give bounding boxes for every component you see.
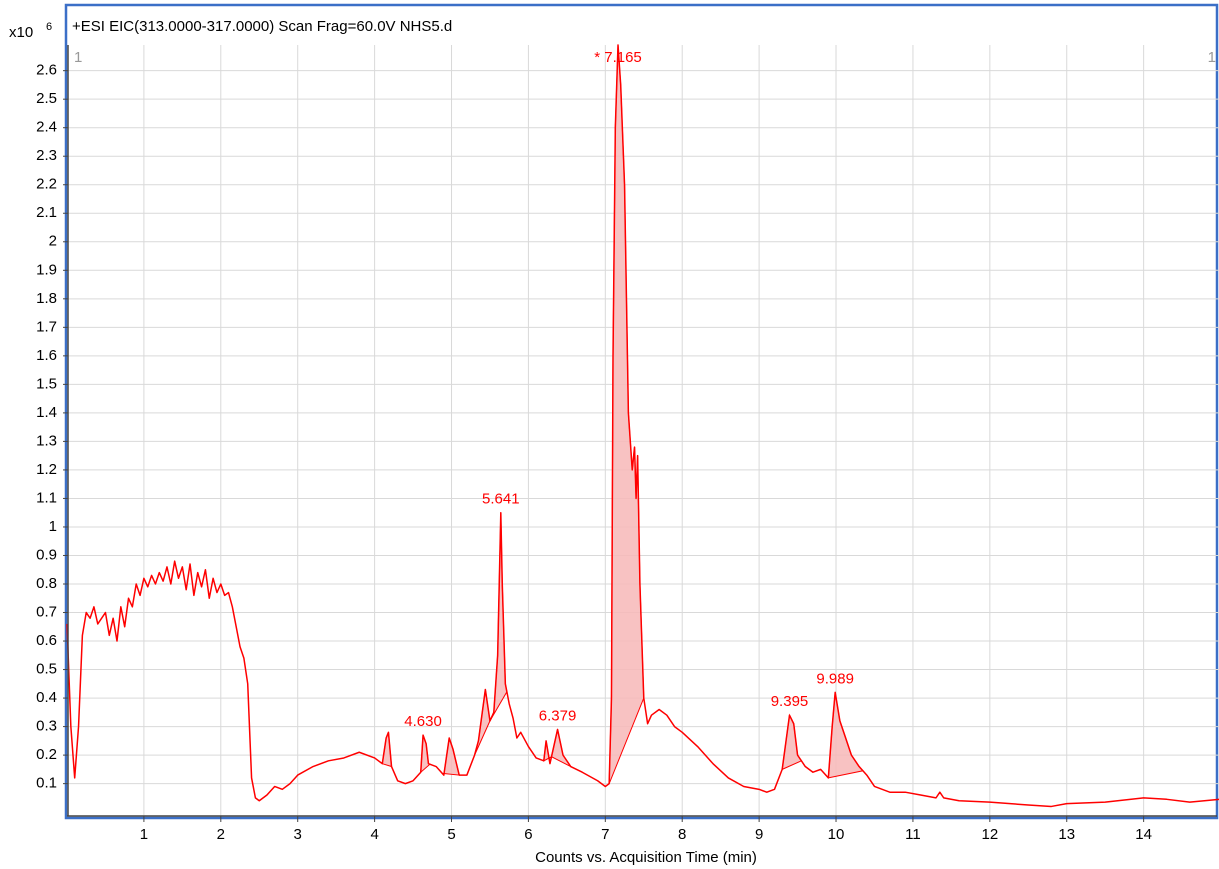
y-tick-label: 1.9 — [36, 261, 57, 278]
x-tick-label: 5 — [447, 826, 455, 843]
peak-label: 9.395 — [771, 693, 809, 710]
frame — [64, 3, 1219, 820]
peak-label: 9.989 — [816, 670, 854, 687]
y-tick-label: 1.7 — [36, 318, 57, 335]
x-tick-label: 1 — [140, 826, 148, 843]
corner-label: 1 — [74, 49, 82, 66]
y-tick-label: 2.2 — [36, 176, 57, 193]
x-tick-label: 4 — [370, 826, 378, 843]
x-axis-label: Counts vs. Acquisition Time (min) — [535, 849, 757, 866]
y-tick-label: 2.3 — [36, 147, 57, 164]
y-exponent: 6 — [46, 21, 52, 33]
y-tick-label: 0.4 — [36, 689, 57, 706]
y-tick-label: 2 — [49, 233, 57, 250]
y-tick-label: 1.3 — [36, 432, 57, 449]
x-tick-label: 13 — [1058, 826, 1075, 843]
y-tick-label: 1.5 — [36, 375, 57, 392]
x-tick-label: 9 — [755, 826, 763, 843]
y-tick-label: 1.2 — [36, 461, 57, 478]
y-tick-label: 0.1 — [36, 775, 57, 792]
x-tick-label: 10 — [828, 826, 845, 843]
y-tick-label: 0.2 — [36, 746, 57, 763]
y-tick-label: 2.5 — [36, 90, 57, 107]
x-tick-label: 6 — [524, 826, 532, 843]
y-tick-label: 2.1 — [36, 204, 57, 221]
y-tick-label: 0.3 — [36, 718, 57, 735]
peak-label: 6.379 — [539, 707, 577, 724]
y-tick-label: 1 — [49, 518, 57, 535]
peak-label: 5.641 — [482, 491, 520, 508]
y-tick-label: 1.4 — [36, 404, 57, 421]
x-tick-label: 3 — [294, 826, 302, 843]
y-tick-label: 1.8 — [36, 290, 57, 307]
y-tick-label: 0.8 — [36, 575, 57, 592]
grid — [68, 45, 1219, 816]
plot: 4.630 5.641 6.379 * 7.165 9.395 9.989 — [66, 44, 1219, 808]
x-tick-label: 8 — [678, 826, 686, 843]
y-tick-label: 1.6 — [36, 347, 57, 364]
x-tick-label: 2 — [217, 826, 225, 843]
y-tick-label: 0.5 — [36, 661, 57, 678]
y-tick-label: 0.9 — [36, 546, 57, 563]
x-tick-label: 12 — [981, 826, 998, 843]
y-multiplier: x10 — [9, 24, 33, 41]
y-tick-label: 1.1 — [36, 489, 57, 506]
x-tick-label: 11 — [905, 826, 921, 843]
chart-title: +ESI EIC(313.0000-317.0000) Scan Frag=60… — [72, 18, 452, 35]
y-tick-label: 2.6 — [36, 62, 57, 79]
y-tick-label: 0.7 — [36, 603, 57, 620]
trace-line — [66, 44, 1219, 808]
x-tick-label: 7 — [601, 826, 609, 843]
y-tick-label: 0.6 — [36, 632, 57, 649]
peak-label: 4.630 — [404, 713, 442, 730]
integration-area — [781, 713, 803, 771]
corner-label: 1 — [1208, 49, 1216, 66]
peak-label: * 7.165 — [594, 49, 642, 66]
y-tick-label: 2.4 — [36, 119, 57, 136]
x-tick-label: 14 — [1135, 826, 1152, 843]
